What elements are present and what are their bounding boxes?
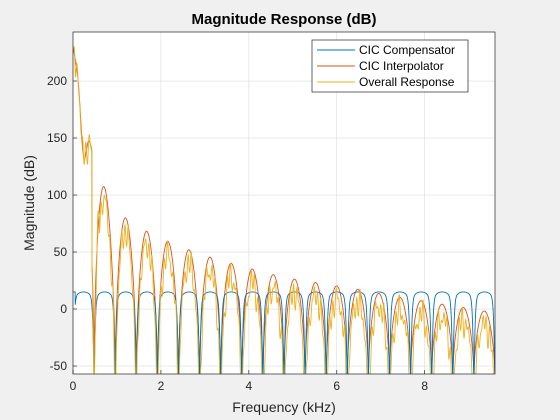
series-line-compensator xyxy=(73,291,495,374)
y-tick-label: -50 xyxy=(50,359,68,373)
legend-label-interpolator: CIC Interpolator xyxy=(359,59,444,73)
x-tick-label: 8 xyxy=(421,379,428,393)
y-tick-label: 100 xyxy=(47,188,67,202)
axes-box xyxy=(72,31,496,375)
legend-label-overall: Overall Response xyxy=(359,75,455,89)
y-tick-label: 150 xyxy=(47,131,67,145)
tick-marks xyxy=(72,80,426,374)
y-tick-label: 0 xyxy=(60,302,67,316)
x-tick-label: 4 xyxy=(245,379,252,393)
legend: CIC Compensator CIC Interpolator Overall… xyxy=(311,39,469,93)
x-axis-label: Frequency (kHz) xyxy=(232,399,335,415)
series-line-overall xyxy=(73,46,495,374)
legend-label-compensator: CIC Compensator xyxy=(359,43,455,57)
x-tick-label: 2 xyxy=(158,379,165,393)
y-tick-label: 50 xyxy=(54,245,68,259)
x-tick-label: 0 xyxy=(70,379,77,393)
y-axis-label: Magnitude (dB) xyxy=(21,155,37,251)
series-line-interpolator xyxy=(73,46,495,374)
series-layer xyxy=(73,46,495,374)
chart-title: Magnitude Response (dB) xyxy=(191,11,376,28)
x-tick-label: 6 xyxy=(333,379,340,393)
y-tick-label: 200 xyxy=(47,74,67,88)
